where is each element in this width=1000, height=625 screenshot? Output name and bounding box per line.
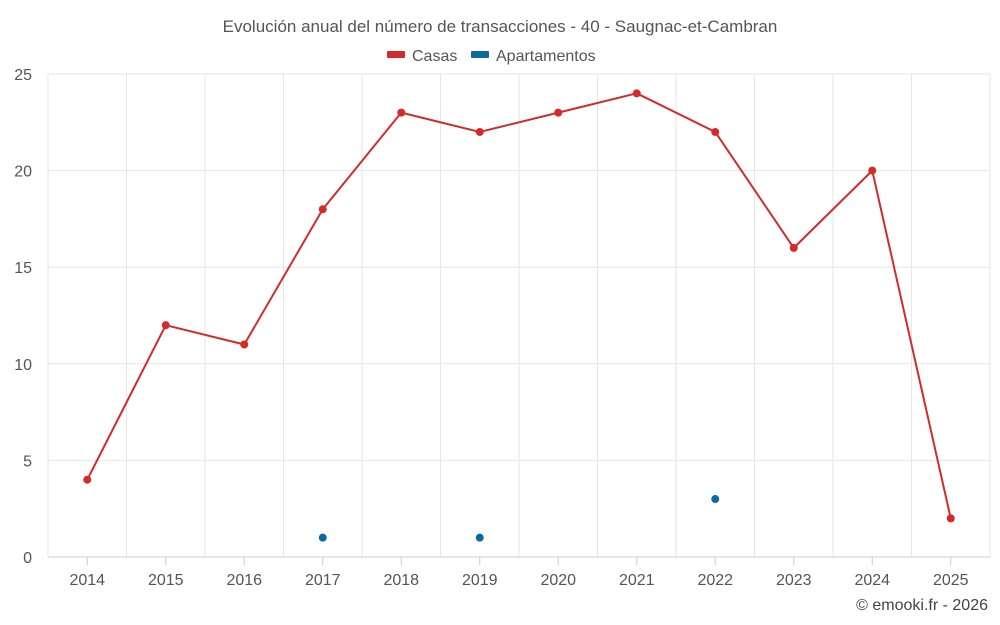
x-tick-label: 2022 [697,572,733,589]
credit-text: © emooki.fr - 2026 [856,597,988,614]
y-tick-label: 20 [14,164,32,181]
x-tick-label: 2019 [462,572,498,589]
legend-label-apartamentos: Apartamentos [496,48,596,65]
legend-label-casas: Casas [412,48,457,65]
series-apartamentos [318,495,720,542]
data-point-casas-2023[interactable] [789,243,798,252]
data-point-apartamentos-2017[interactable] [318,533,327,542]
x-tick-label: 2014 [69,572,105,589]
series [83,89,955,542]
legend: Casas Apartamentos [387,48,596,65]
data-point-apartamentos-2019[interactable] [475,533,484,542]
x-tick-label: 2021 [619,572,655,589]
data-point-casas-2015[interactable] [161,321,170,330]
data-point-casas-2019[interactable] [475,127,484,136]
data-point-casas-2022[interactable] [711,127,720,136]
x-tick-label: 2020 [540,572,576,589]
y-tick-label: 10 [14,357,32,374]
y-tick-label: 25 [14,67,32,84]
data-point-apartamentos-2022[interactable] [711,495,720,504]
data-point-casas-2017[interactable] [318,205,327,214]
x-tick-label: 2015 [148,572,184,589]
y-tick-label: 15 [14,260,32,277]
legend-swatch-casas [387,51,405,58]
chart-title: Evolución anual del número de transaccio… [223,17,778,36]
data-point-casas-2025[interactable] [946,514,955,523]
series-casas [83,89,955,523]
legend-swatch-apartamentos [471,51,489,58]
y-tick-label: 0 [23,550,32,567]
data-point-casas-2018[interactable] [397,108,406,117]
grid [47,73,991,558]
data-point-casas-2024[interactable] [868,166,877,175]
data-point-casas-2020[interactable] [554,108,563,117]
x-tick-label: 2024 [854,572,890,589]
legend-item-apartamentos[interactable]: Apartamentos [471,48,596,65]
x-tick-label: 2016 [226,572,262,589]
x-tick-label: 2023 [776,572,812,589]
data-point-casas-2016[interactable] [240,340,249,349]
x-tick-label: 2025 [933,572,969,589]
x-tick-label: 2017 [305,572,341,589]
data-point-casas-2021[interactable] [632,89,641,98]
series-line-casas [86,92,952,519]
x-tick-label: 2018 [383,572,419,589]
legend-item-casas[interactable]: Casas [387,48,457,65]
y-tick-label: 5 [23,453,32,470]
data-point-casas-2014[interactable] [83,475,92,484]
